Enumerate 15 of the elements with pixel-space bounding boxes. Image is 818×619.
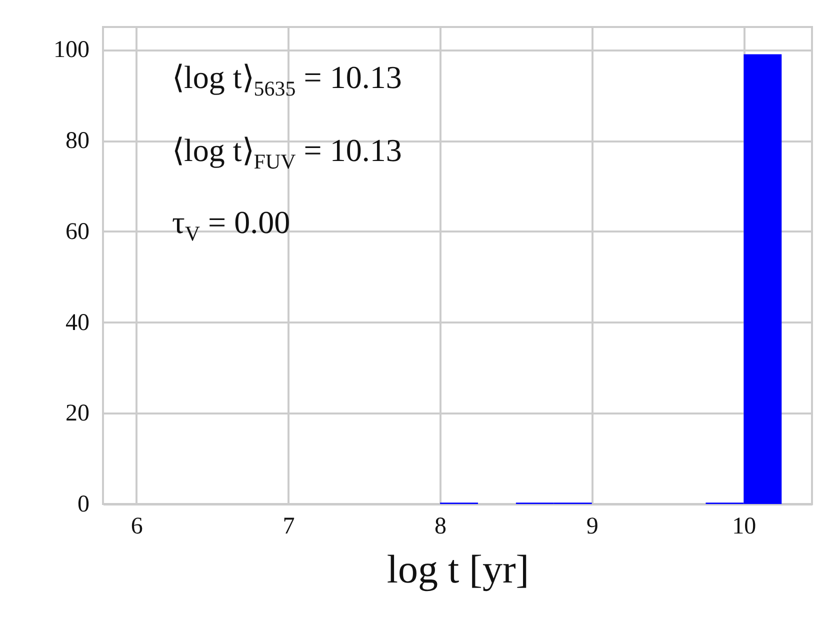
annotation: τ$_{V}$ = 0.00 bbox=[172, 204, 290, 246]
y-tick-label: 20 bbox=[66, 400, 90, 427]
y-tick-label: 60 bbox=[66, 218, 90, 245]
y-tick-label: 80 bbox=[66, 128, 90, 154]
x-axis-title: log t [yr] bbox=[386, 546, 530, 592]
x-tick-label: 7 bbox=[282, 514, 295, 540]
x-tick-label: 8 bbox=[434, 514, 447, 540]
y-tick-label: 0 bbox=[78, 492, 90, 518]
x-tick-label: 10 bbox=[732, 514, 756, 540]
x-tick-label: 6 bbox=[130, 514, 143, 540]
y-tick-label: 100 bbox=[54, 37, 90, 64]
x-tick-label: 9 bbox=[586, 514, 598, 540]
y-tick-label: 40 bbox=[66, 310, 90, 336]
annotation: ⟨log t⟩$_{FUV}$ = 10.13 bbox=[172, 131, 402, 174]
annotation: ⟨log t⟩$_{5635}$ = 10.13 bbox=[172, 58, 402, 102]
